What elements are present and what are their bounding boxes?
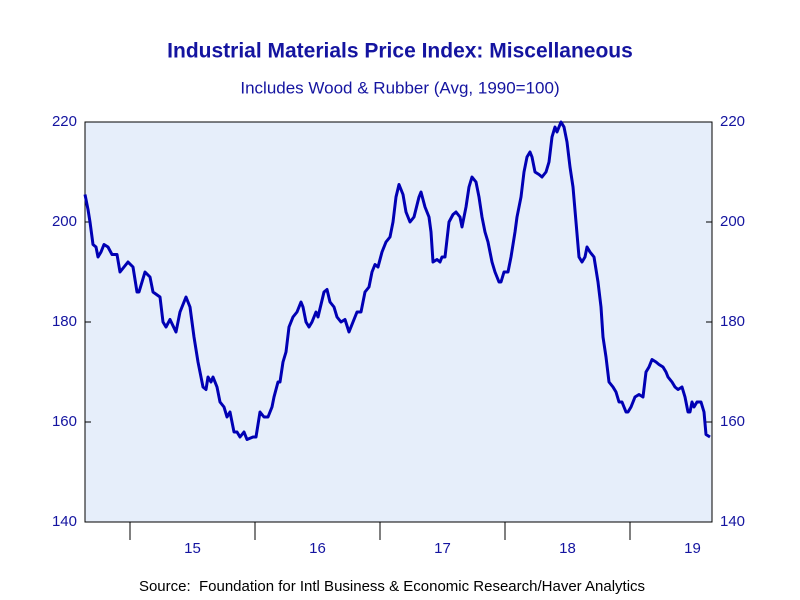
chart-title: Industrial Materials Price Index: Miscel… <box>167 40 633 63</box>
x-tick-label: 18 <box>559 540 576 557</box>
data-line <box>83 120 711 441</box>
chart-subtitle: Includes Wood & Rubber (Avg, 1990=100) <box>240 78 559 97</box>
y-tick-label: 220 <box>52 113 77 130</box>
y2-tick-label: 180 <box>720 313 745 330</box>
y-tick-label: 140 <box>52 513 77 530</box>
y-tick-label: 160 <box>52 413 77 430</box>
y2-tick-label: 140 <box>720 513 745 530</box>
x-tick-label: 15 <box>184 540 201 557</box>
y2-tick-label: 160 <box>720 413 745 430</box>
x-tick-label: 16 <box>309 540 326 557</box>
x-tick-label: 17 <box>434 540 451 557</box>
y2-tick-label: 220 <box>720 113 745 130</box>
x-tick-label: 19 <box>684 540 701 557</box>
y-tick-label: 180 <box>52 313 77 330</box>
y-tick-label: 200 <box>52 213 77 230</box>
source-note: Source: Foundation for Intl Business & E… <box>139 578 645 595</box>
y2-tick-label: 200 <box>720 213 745 230</box>
